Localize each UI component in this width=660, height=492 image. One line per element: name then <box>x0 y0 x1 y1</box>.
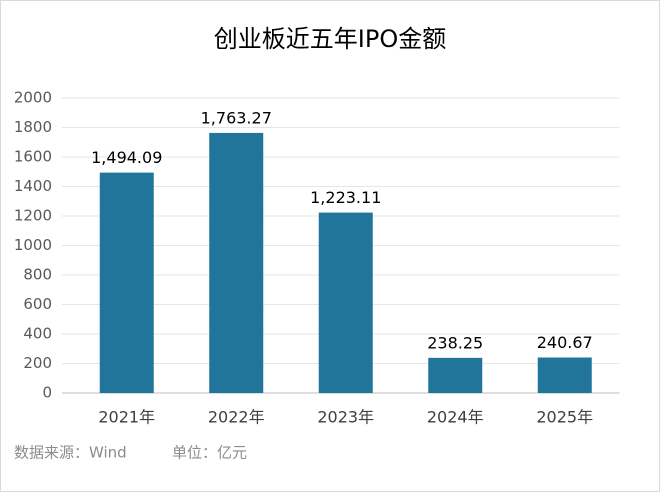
x-tick-label: 2024年 <box>427 408 484 427</box>
y-tick-label: 400 <box>23 325 52 343</box>
value-label: 240.67 <box>537 333 593 352</box>
y-tick-label: 0 <box>42 384 52 402</box>
y-tick-label: 1800 <box>14 118 52 136</box>
unit-note: 单位：亿元 <box>172 444 247 462</box>
y-tick-label: 1400 <box>14 177 52 195</box>
bar <box>99 172 154 393</box>
value-label: 1,763.27 <box>201 108 272 127</box>
y-tick-label: 800 <box>23 266 52 284</box>
bar <box>428 357 483 393</box>
chart-title: 创业板近五年IPO金额 <box>214 25 446 53</box>
bar <box>318 212 373 393</box>
value-label: 238.25 <box>427 333 483 352</box>
y-tick-label: 2000 <box>14 89 52 107</box>
bar <box>537 357 592 393</box>
y-tick-label: 600 <box>23 295 52 313</box>
x-tick-label: 2025年 <box>536 408 593 427</box>
source-note: 数据来源：Wind <box>14 444 127 462</box>
y-tick-label: 1200 <box>14 207 52 225</box>
y-tick-label: 200 <box>23 354 52 372</box>
y-tick-label: 1600 <box>14 148 52 166</box>
bar <box>209 132 264 394</box>
x-tick-label: 2023年 <box>317 408 374 427</box>
y-tick-label: 1000 <box>14 236 52 254</box>
x-tick-label: 2022年 <box>208 408 265 427</box>
value-label: 1,223.11 <box>310 188 381 207</box>
x-tick-label: 2021年 <box>98 408 155 427</box>
value-label: 1,494.09 <box>91 148 162 167</box>
